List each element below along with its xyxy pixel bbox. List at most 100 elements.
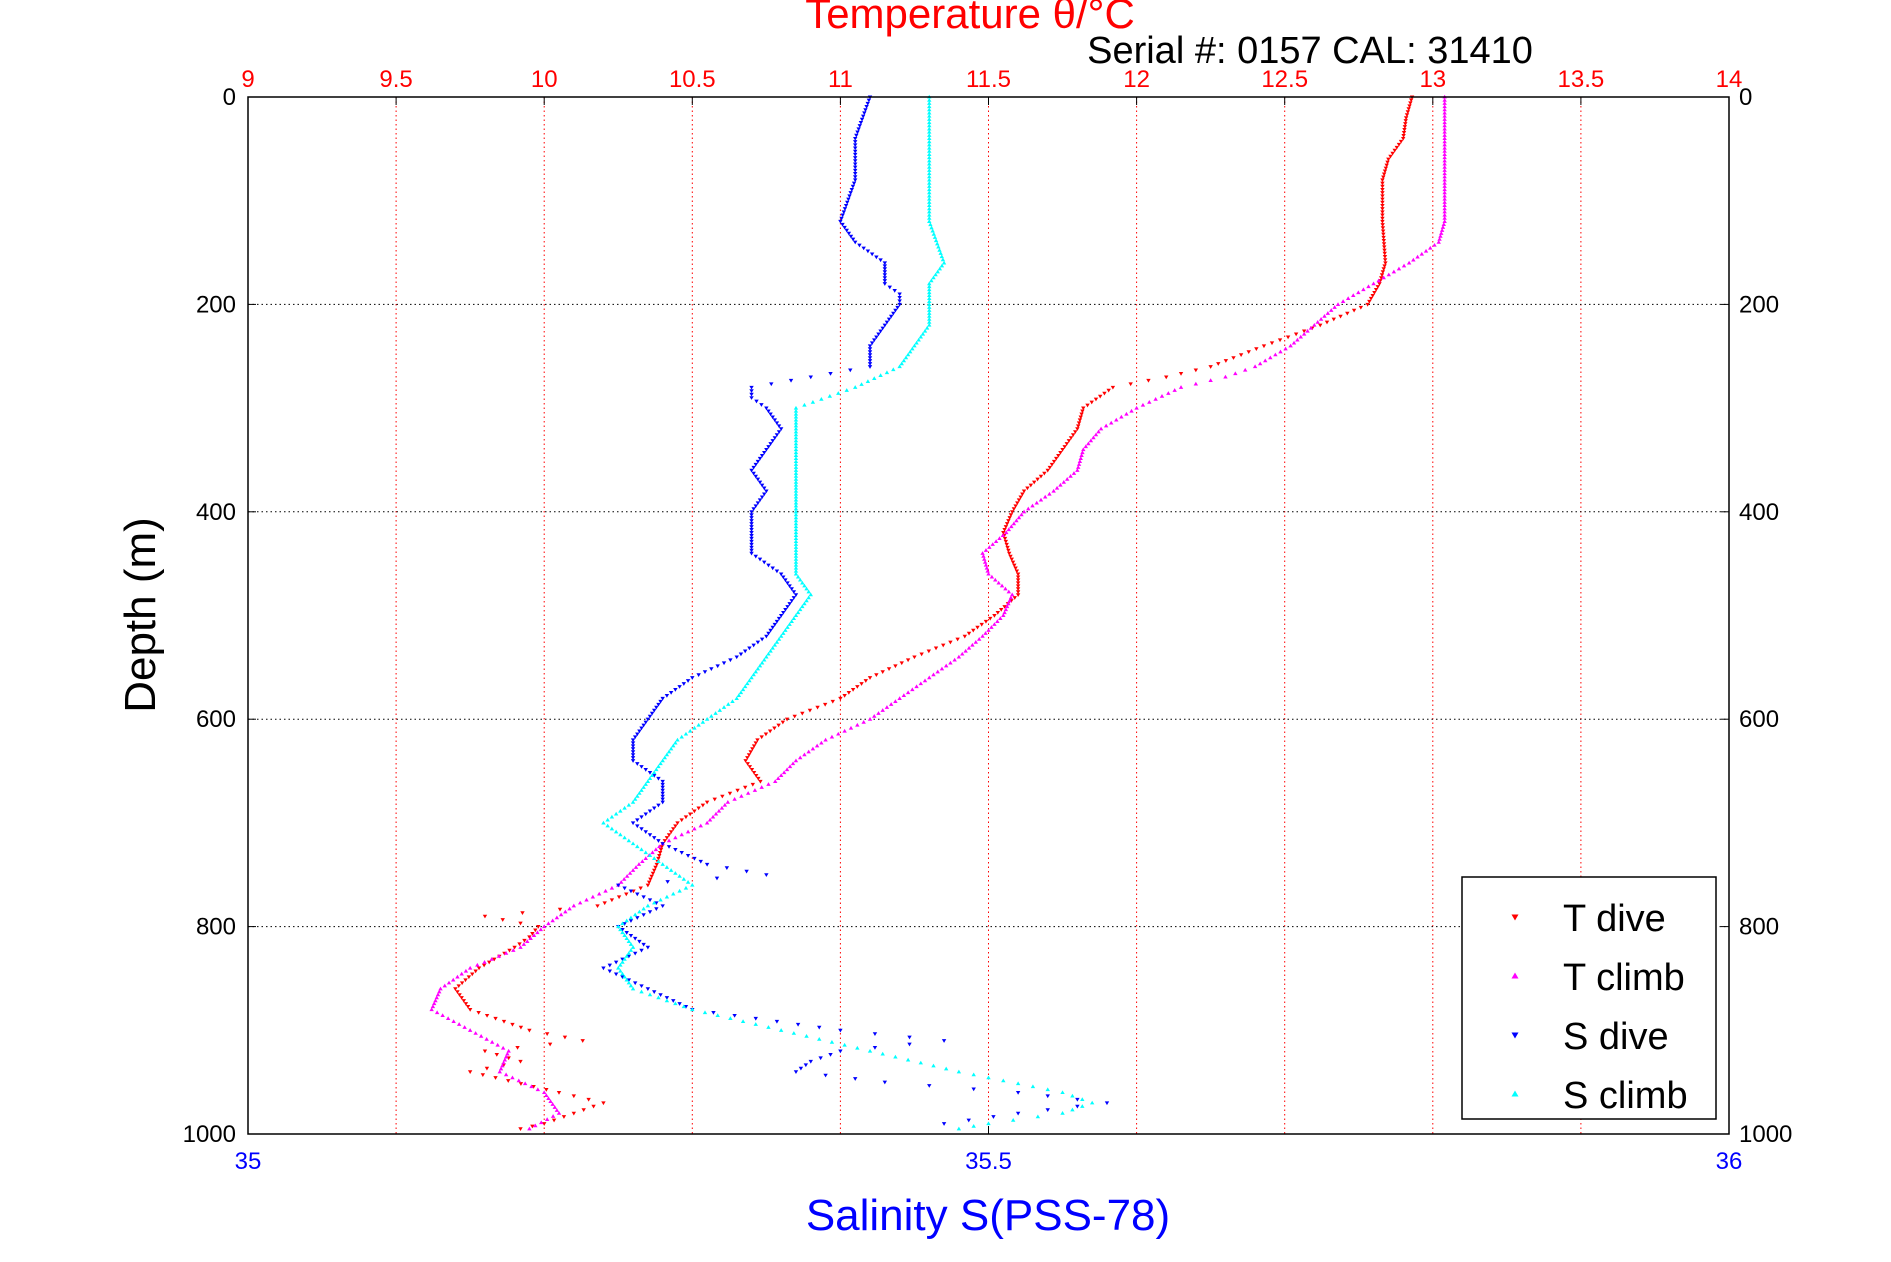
data-point bbox=[802, 601, 807, 606]
data-point bbox=[755, 666, 761, 671]
data-point bbox=[525, 939, 530, 943]
data-point bbox=[981, 554, 986, 558]
data-point bbox=[927, 311, 932, 315]
data-point bbox=[808, 375, 813, 380]
data-point bbox=[639, 948, 644, 953]
data-point bbox=[451, 977, 456, 982]
data-point bbox=[850, 237, 856, 242]
data-point bbox=[842, 225, 847, 230]
data-point bbox=[908, 349, 913, 354]
data-point bbox=[1263, 358, 1268, 363]
data-point bbox=[759, 483, 765, 488]
data-point bbox=[518, 1059, 523, 1064]
data-point bbox=[1312, 322, 1317, 327]
data-point bbox=[749, 392, 754, 397]
data-point bbox=[643, 830, 648, 834]
data-point bbox=[516, 1078, 522, 1083]
data-point bbox=[1380, 229, 1386, 234]
data-point bbox=[510, 1022, 515, 1027]
data-point bbox=[528, 936, 533, 940]
data-point bbox=[998, 608, 1004, 612]
data-point bbox=[971, 628, 976, 633]
data-point bbox=[1003, 525, 1009, 529]
data-point bbox=[886, 317, 892, 322]
data-point bbox=[557, 907, 563, 912]
data-point bbox=[586, 1097, 591, 1102]
data-point bbox=[749, 510, 754, 514]
data-point bbox=[1380, 191, 1385, 195]
data-point bbox=[747, 646, 752, 651]
data-point bbox=[1178, 371, 1184, 376]
data-point bbox=[856, 127, 861, 132]
data-point bbox=[788, 378, 794, 383]
data-point bbox=[1252, 364, 1258, 369]
data-point bbox=[927, 164, 932, 169]
data-point bbox=[842, 207, 848, 211]
data-point bbox=[1400, 136, 1406, 141]
data-point bbox=[773, 779, 778, 783]
data-point bbox=[791, 1031, 797, 1035]
data-point bbox=[1442, 180, 1447, 185]
data-point bbox=[1332, 305, 1337, 309]
data-point bbox=[927, 299, 932, 303]
data-point bbox=[620, 957, 625, 962]
data-point bbox=[749, 396, 754, 400]
data-point bbox=[709, 667, 714, 672]
data-point bbox=[558, 912, 564, 917]
data-point bbox=[927, 158, 932, 163]
data-point bbox=[793, 497, 799, 502]
data-point bbox=[842, 728, 847, 733]
legend-label: T dive bbox=[1563, 898, 1666, 940]
data-point bbox=[982, 559, 988, 564]
data-point bbox=[736, 693, 742, 698]
data-point bbox=[943, 1066, 949, 1071]
data-point bbox=[1002, 610, 1007, 615]
data-point bbox=[927, 296, 932, 301]
data-point bbox=[1382, 264, 1387, 269]
data-point bbox=[939, 666, 945, 671]
data-point bbox=[1442, 206, 1447, 211]
data-point bbox=[616, 883, 621, 888]
data-point bbox=[628, 889, 634, 894]
data-point bbox=[506, 1048, 511, 1053]
data-point bbox=[1060, 1090, 1065, 1095]
data-point bbox=[698, 859, 703, 864]
data-point bbox=[793, 456, 799, 461]
data-point bbox=[927, 133, 932, 137]
data-point bbox=[692, 809, 697, 814]
data-point bbox=[1013, 504, 1018, 509]
data-point bbox=[1381, 239, 1387, 243]
data-point bbox=[1009, 557, 1014, 562]
data-point bbox=[456, 1022, 462, 1026]
tick-label-temperature: 9 bbox=[241, 66, 254, 93]
data-point bbox=[948, 640, 953, 645]
data-point bbox=[774, 433, 780, 437]
data-point bbox=[1437, 237, 1442, 241]
data-point bbox=[1442, 177, 1447, 182]
data-point bbox=[787, 764, 793, 769]
data-point bbox=[647, 910, 653, 914]
data-point bbox=[927, 129, 932, 134]
data-point bbox=[876, 711, 881, 715]
data-point bbox=[590, 894, 596, 899]
data-point bbox=[668, 690, 674, 695]
data-point bbox=[882, 273, 888, 277]
data-point bbox=[445, 1016, 451, 1020]
data-point bbox=[429, 1007, 434, 1012]
data-point bbox=[980, 551, 985, 555]
data-point bbox=[1110, 385, 1116, 390]
data-point bbox=[859, 682, 864, 686]
data-point bbox=[1361, 287, 1366, 292]
data-point bbox=[997, 536, 1002, 541]
x-axis-label-salinity: Salinity S(PSS-78) bbox=[806, 1191, 1170, 1240]
data-point bbox=[853, 143, 858, 148]
data-point bbox=[475, 962, 480, 967]
data-point bbox=[793, 441, 799, 446]
data-point bbox=[1089, 400, 1094, 405]
data-point bbox=[836, 391, 841, 395]
data-point bbox=[901, 693, 907, 698]
data-point bbox=[1062, 445, 1067, 449]
data-point bbox=[476, 966, 482, 971]
data-point bbox=[1411, 257, 1416, 262]
data-point bbox=[522, 938, 527, 943]
